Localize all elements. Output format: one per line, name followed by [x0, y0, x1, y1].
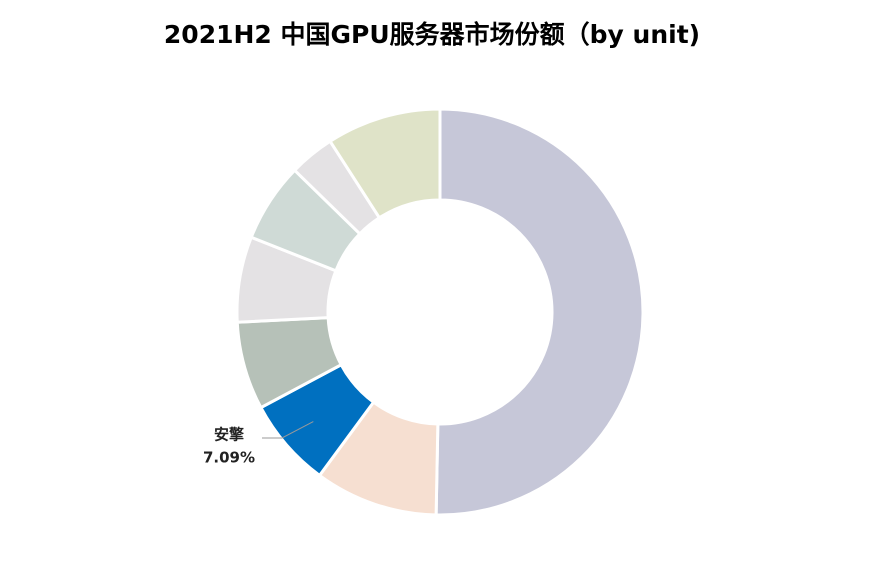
- leader-line: [262, 421, 314, 439]
- segment-value-label: 7.09%: [203, 449, 255, 467]
- segment-label: 安擎: [214, 426, 244, 444]
- donut-segment: [328, 107, 442, 220]
- chart-title: 2021H2 中国GPU服务器市场份额（by unit): [164, 20, 700, 49]
- donut-segment: [434, 107, 645, 517]
